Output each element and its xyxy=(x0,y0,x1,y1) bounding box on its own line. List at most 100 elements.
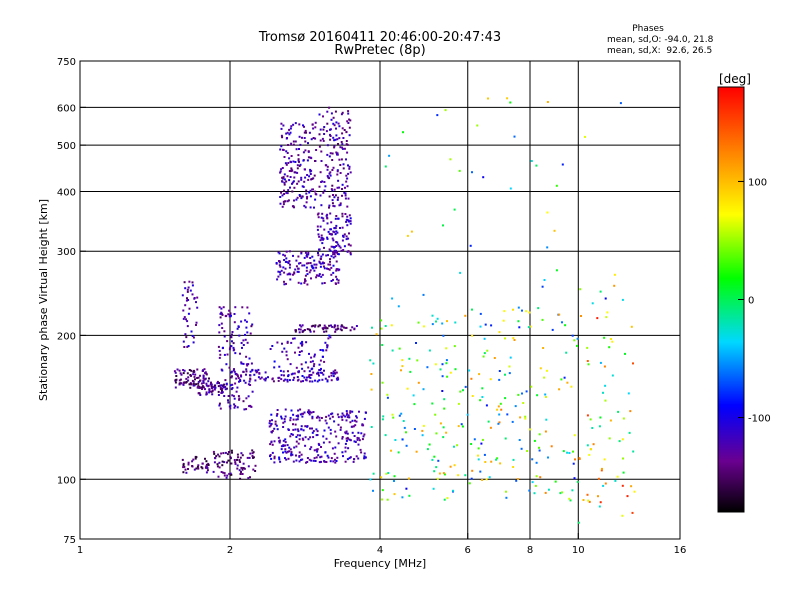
data-point xyxy=(306,273,309,276)
data-point xyxy=(353,435,356,437)
data-point xyxy=(335,249,337,252)
data-point xyxy=(489,426,492,429)
data-point xyxy=(598,425,601,428)
data-point xyxy=(305,266,308,269)
data-point xyxy=(347,220,350,223)
data-point xyxy=(338,245,341,248)
data-point xyxy=(322,191,325,194)
data-point xyxy=(341,215,344,218)
data-point xyxy=(432,487,435,490)
data-point xyxy=(329,138,332,141)
data-point xyxy=(314,379,316,382)
data-point xyxy=(347,243,350,246)
data-point xyxy=(348,118,351,121)
data-point xyxy=(341,437,344,440)
data-point xyxy=(249,404,251,407)
data-point xyxy=(280,417,283,420)
data-point xyxy=(588,453,591,456)
data-point xyxy=(314,193,317,195)
data-point xyxy=(586,444,589,447)
data-point xyxy=(329,460,332,463)
data-points xyxy=(173,97,636,524)
data-point xyxy=(329,260,331,263)
data-point xyxy=(597,495,599,498)
data-point xyxy=(341,212,344,215)
data-point xyxy=(341,111,344,114)
data-point xyxy=(486,349,489,352)
data-point xyxy=(182,471,185,474)
data-point xyxy=(413,428,416,430)
data-point xyxy=(318,260,321,263)
data-point xyxy=(236,464,239,467)
data-point xyxy=(347,250,350,253)
data-point xyxy=(349,253,352,256)
phase-stats-o: mean, sd,O: -94.0, 21.8 xyxy=(607,35,714,45)
data-point xyxy=(332,245,335,248)
data-point xyxy=(196,306,199,309)
data-point xyxy=(214,386,217,389)
data-point xyxy=(280,269,283,272)
data-point xyxy=(242,467,245,470)
data-point xyxy=(203,368,206,371)
data-point xyxy=(242,344,245,346)
data-point xyxy=(621,514,624,517)
data-point xyxy=(576,344,578,347)
data-point xyxy=(436,114,439,117)
data-point xyxy=(303,281,306,284)
data-point xyxy=(201,388,203,390)
data-point xyxy=(321,273,324,276)
data-point xyxy=(318,419,321,422)
data-point xyxy=(347,414,350,417)
data-point xyxy=(528,489,531,492)
data-point xyxy=(397,305,400,308)
data-point xyxy=(628,431,631,434)
data-point xyxy=(197,382,200,385)
data-point xyxy=(281,180,283,183)
data-point xyxy=(326,379,329,382)
data-point xyxy=(302,429,305,432)
data-point xyxy=(354,419,356,422)
data-point xyxy=(329,263,332,266)
data-point xyxy=(239,461,241,463)
data-point xyxy=(237,375,239,378)
data-point xyxy=(317,216,320,219)
data-point xyxy=(344,442,347,445)
data-point xyxy=(194,373,197,376)
data-point xyxy=(197,380,200,383)
data-point xyxy=(309,360,312,363)
data-point xyxy=(218,324,221,327)
data-point xyxy=(232,369,235,372)
data-point xyxy=(280,145,283,148)
data-point xyxy=(293,176,296,179)
data-point xyxy=(206,469,209,472)
data-point xyxy=(287,199,290,202)
data-point xyxy=(339,202,342,205)
data-point xyxy=(218,404,221,407)
data-point xyxy=(386,393,389,396)
data-point xyxy=(257,368,260,371)
data-point xyxy=(240,320,243,323)
data-point xyxy=(291,453,294,456)
data-point xyxy=(252,456,255,459)
data-point xyxy=(297,370,300,373)
data-point xyxy=(546,246,549,249)
data-point xyxy=(273,366,276,369)
data-point xyxy=(325,437,328,440)
data-point xyxy=(227,451,230,453)
data-point xyxy=(282,266,285,269)
data-point xyxy=(346,416,349,419)
data-point xyxy=(328,375,331,378)
data-point xyxy=(288,450,291,453)
data-point xyxy=(323,126,326,128)
data-point xyxy=(331,412,334,415)
data-point xyxy=(247,465,250,468)
data-point xyxy=(496,457,499,460)
data-point xyxy=(195,324,197,326)
data-point xyxy=(288,157,291,160)
data-point xyxy=(264,371,267,374)
data-point xyxy=(541,285,544,288)
data-point xyxy=(328,324,331,327)
data-point xyxy=(444,109,447,112)
data-point xyxy=(333,326,336,329)
data-point xyxy=(323,246,325,249)
